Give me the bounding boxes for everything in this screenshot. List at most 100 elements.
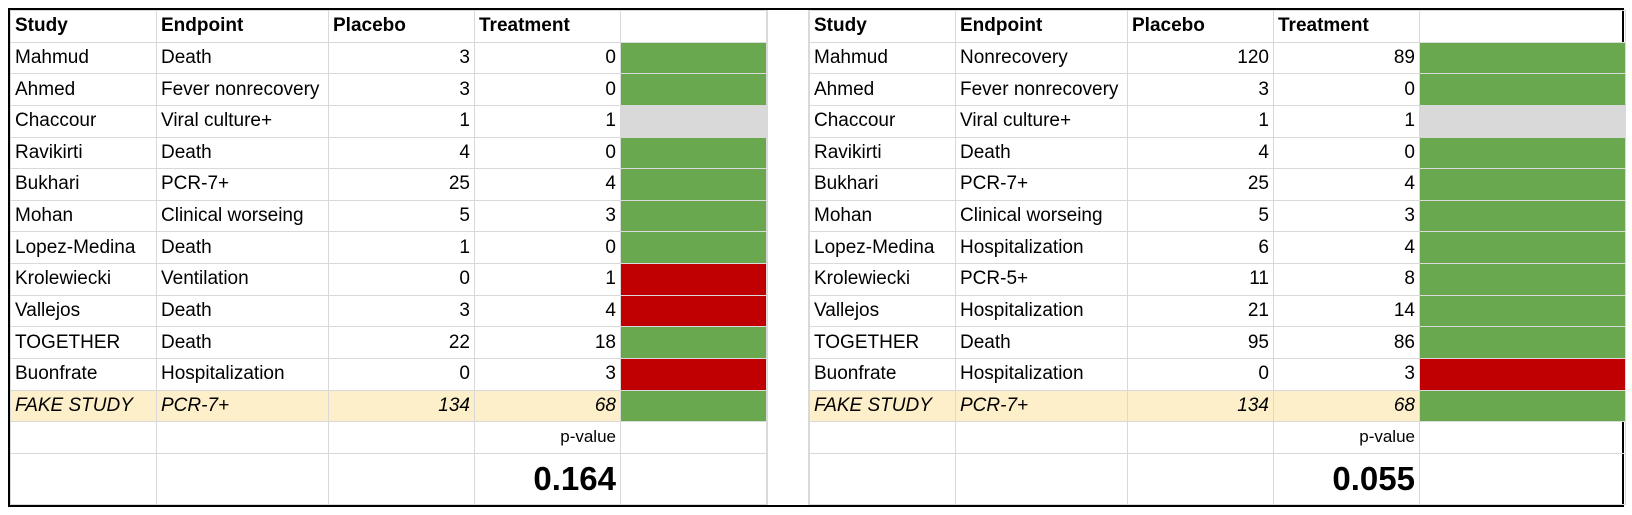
study-cell[interactable]: Bukhari xyxy=(809,168,956,201)
endpoint-cell[interactable]: Ventilation xyxy=(156,263,329,296)
endpoint-cell[interactable]: PCR-7+ xyxy=(156,168,329,201)
endpoint-cell[interactable]: Death xyxy=(156,294,329,328)
p-value[interactable]: 0.164 xyxy=(474,452,621,506)
header-placebo[interactable]: Placebo xyxy=(1127,10,1274,43)
study-cell[interactable]: Ravikirti xyxy=(10,136,157,170)
endpoint-cell[interactable]: Death xyxy=(156,231,329,264)
endpoint-cell[interactable]: Fever nonrecovery xyxy=(955,73,1128,106)
endpoint-cell[interactable]: Nonrecovery xyxy=(955,41,1128,75)
result-indicator-cell[interactable] xyxy=(1419,136,1626,170)
header-treatment[interactable]: Treatment xyxy=(474,10,621,43)
endpoint-cell[interactable]: Death xyxy=(156,136,329,170)
empty-cell[interactable] xyxy=(620,452,767,506)
placebo-cell[interactable]: 134 xyxy=(1127,389,1274,423)
study-cell[interactable]: Buonfrate xyxy=(10,357,157,391)
endpoint-cell[interactable]: PCR-7+ xyxy=(955,168,1128,201)
placebo-cell[interactable]: 134 xyxy=(328,389,475,423)
treatment-cell[interactable]: 4 xyxy=(1273,231,1420,264)
header-placebo[interactable]: Placebo xyxy=(328,10,475,43)
result-indicator-cell[interactable] xyxy=(620,389,767,423)
treatment-cell[interactable]: 3 xyxy=(474,199,621,233)
study-cell[interactable]: Ahmed xyxy=(809,73,956,106)
result-indicator-cell[interactable] xyxy=(620,104,767,138)
treatment-cell[interactable]: 4 xyxy=(474,168,621,201)
treatment-cell[interactable]: 68 xyxy=(1273,389,1420,423)
placebo-cell[interactable]: 11 xyxy=(1127,263,1274,296)
empty-cell[interactable] xyxy=(156,452,329,506)
treatment-cell[interactable]: 0 xyxy=(474,231,621,264)
study-cell[interactable]: Lopez-Medina xyxy=(809,231,956,264)
empty-cell[interactable] xyxy=(809,452,956,506)
result-indicator-cell[interactable] xyxy=(620,294,767,328)
result-indicator-cell[interactable] xyxy=(1419,326,1626,359)
result-indicator-cell[interactable] xyxy=(620,357,767,391)
header-endpoint[interactable]: Endpoint xyxy=(955,10,1128,43)
treatment-cell[interactable]: 14 xyxy=(1273,294,1420,328)
placebo-cell[interactable]: 6 xyxy=(1127,231,1274,264)
empty-cell[interactable] xyxy=(955,421,1128,454)
placebo-cell[interactable]: 120 xyxy=(1127,41,1274,75)
treatment-cell[interactable]: 1 xyxy=(474,263,621,296)
empty-cell[interactable] xyxy=(156,421,329,454)
endpoint-cell[interactable]: PCR-7+ xyxy=(955,389,1128,423)
treatment-cell[interactable]: 0 xyxy=(474,73,621,106)
empty-cell[interactable] xyxy=(1127,421,1274,454)
result-indicator-cell[interactable] xyxy=(1419,263,1626,296)
treatment-cell[interactable]: 4 xyxy=(1273,168,1420,201)
study-cell[interactable]: Krolewiecki xyxy=(809,263,956,296)
result-indicator-cell[interactable] xyxy=(620,41,767,75)
p-value-label[interactable]: p-value xyxy=(1273,421,1420,454)
p-value[interactable]: 0.055 xyxy=(1273,452,1420,506)
result-indicator-cell[interactable] xyxy=(620,326,767,359)
endpoint-cell[interactable]: Death xyxy=(156,326,329,359)
treatment-cell[interactable]: 1 xyxy=(474,104,621,138)
placebo-cell[interactable]: 4 xyxy=(328,136,475,170)
study-cell[interactable]: Ahmed xyxy=(10,73,157,106)
header-treatment[interactable]: Treatment xyxy=(1273,10,1420,43)
endpoint-cell[interactable]: Hospitalization xyxy=(955,231,1128,264)
study-cell[interactable]: Chaccour xyxy=(809,104,956,138)
study-cell[interactable]: Mohan xyxy=(809,199,956,233)
placebo-cell[interactable]: 4 xyxy=(1127,136,1274,170)
header-study[interactable]: Study xyxy=(809,10,956,43)
placebo-cell[interactable]: 95 xyxy=(1127,326,1274,359)
treatment-cell[interactable]: 3 xyxy=(1273,199,1420,233)
endpoint-cell[interactable]: Death xyxy=(955,326,1128,359)
placebo-cell[interactable]: 25 xyxy=(328,168,475,201)
study-cell[interactable]: FAKE STUDY xyxy=(10,389,157,423)
study-cell[interactable]: Ravikirti xyxy=(809,136,956,170)
empty-cell[interactable] xyxy=(10,452,157,506)
treatment-cell[interactable]: 4 xyxy=(474,294,621,328)
p-value-label[interactable]: p-value xyxy=(474,421,621,454)
header-study[interactable]: Study xyxy=(10,10,157,43)
endpoint-cell[interactable]: Hospitalization xyxy=(955,294,1128,328)
study-cell[interactable]: TOGETHER xyxy=(10,326,157,359)
placebo-cell[interactable]: 3 xyxy=(328,294,475,328)
placebo-cell[interactable]: 21 xyxy=(1127,294,1274,328)
study-cell[interactable]: Buonfrate xyxy=(809,357,956,391)
treatment-cell[interactable]: 0 xyxy=(474,136,621,170)
endpoint-cell[interactable]: PCR-5+ xyxy=(955,263,1128,296)
placebo-cell[interactable]: 1 xyxy=(328,104,475,138)
placebo-cell[interactable]: 5 xyxy=(328,199,475,233)
result-indicator-cell[interactable] xyxy=(620,136,767,170)
empty-cell[interactable] xyxy=(1419,421,1626,454)
study-cell[interactable]: Mahmud xyxy=(10,41,157,75)
placebo-cell[interactable]: 0 xyxy=(328,357,475,391)
endpoint-cell[interactable]: Hospitalization xyxy=(156,357,329,391)
endpoint-cell[interactable]: Clinical worseing xyxy=(955,199,1128,233)
result-indicator-cell[interactable] xyxy=(1419,389,1626,423)
placebo-cell[interactable]: 3 xyxy=(1127,73,1274,106)
header-endpoint[interactable]: Endpoint xyxy=(156,10,329,43)
placebo-cell[interactable]: 0 xyxy=(1127,357,1274,391)
result-indicator-cell[interactable] xyxy=(1419,199,1626,233)
treatment-cell[interactable]: 0 xyxy=(1273,136,1420,170)
treatment-cell[interactable]: 86 xyxy=(1273,326,1420,359)
study-cell[interactable]: Vallejos xyxy=(10,294,157,328)
header-result[interactable] xyxy=(620,10,767,43)
result-indicator-cell[interactable] xyxy=(1419,168,1626,201)
placebo-cell[interactable]: 3 xyxy=(328,73,475,106)
treatment-cell[interactable]: 3 xyxy=(1273,357,1420,391)
study-cell[interactable]: Bukhari xyxy=(10,168,157,201)
placebo-cell[interactable]: 25 xyxy=(1127,168,1274,201)
